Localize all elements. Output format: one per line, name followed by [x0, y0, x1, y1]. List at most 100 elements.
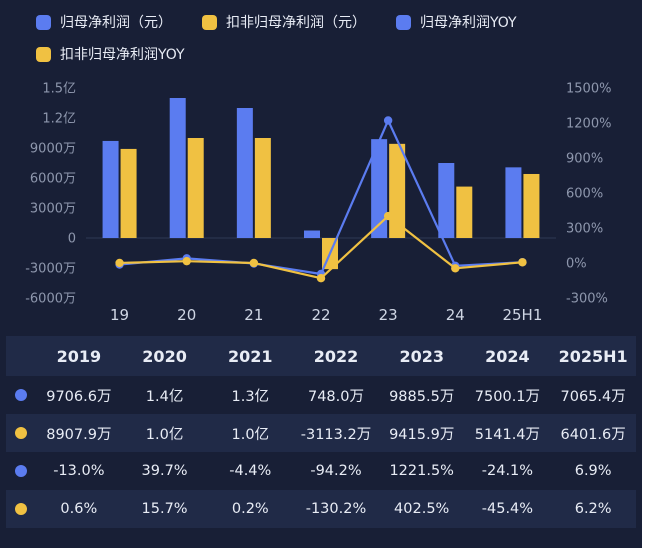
legend-label: 扣非归母净利润YOY [60, 47, 185, 63]
legend-marker-yellow-square [36, 46, 51, 62]
legend-label: 归母净利润（元） [60, 15, 172, 31]
chart-legend: 归母净利润（元） 扣非归母净利润（元） 归母净利润YOY 扣非归母净利润YOY [0, 0, 642, 78]
bar-归母净利润-22 [304, 230, 320, 238]
table-cell: 39.7% [141, 463, 188, 479]
line-point-扣非归母净利润YOY-22 [316, 273, 326, 283]
blue-series-dot-icon [15, 465, 27, 477]
left-axis-tick: -6000万 [25, 292, 76, 307]
table-cell: 5141.4万 [474, 426, 541, 443]
left-axis-tick: 9000万 [30, 142, 76, 157]
bar-扣非归母净利润-23 [389, 143, 406, 238]
left-axis-tick: 6000万 [30, 172, 76, 187]
row-series-dot-cell [6, 465, 36, 477]
table-cell: -45.4% [481, 501, 534, 517]
bar-归母净利润-25H1 [505, 167, 522, 238]
left-axis-tick: -3000万 [25, 262, 76, 277]
line-point-扣非归母净利润YOY-25H1 [518, 258, 527, 267]
legend-item-deducted-net-profit[interactable]: 扣非归母净利润（元） [202, 12, 366, 32]
table-row-归母净利润YOY[interactable]: -13.0% 39.7% -4.4% -94.2% 1221.5% -24.1% 6.9% [6, 452, 636, 490]
line-point-扣非归母净利润YOY-21 [249, 258, 259, 268]
table-cell: -130.2% [305, 501, 367, 517]
table-header-cell: 2020 [142, 346, 187, 366]
bar-归母净利润-23 [371, 139, 388, 238]
table-cell: 1221.5% [389, 463, 454, 479]
table-row-扣非归母净利润YOY[interactable]: 0.6% 15.7% 0.2% -130.2% 402.5% -45.4% 6.2% [6, 490, 636, 528]
table-header-cell: 2022 [313, 346, 359, 366]
x-axis-label: 22 [311, 306, 330, 324]
table-header-cell: 2025H1 [558, 346, 628, 366]
table-cell: 402.5% [394, 501, 450, 517]
right-axis-tick: 300% [566, 222, 603, 237]
x-axis-label: 24 [446, 306, 465, 324]
x-axis-label: 19 [110, 306, 129, 324]
right-axis-tick: 1200% [566, 117, 611, 132]
chart-canvas: 1.5亿 1.2亿 9000万 6000万 3000万 0 -3000万 -6000万 1500… [25, 82, 611, 325]
left-axis-tick: 1.5亿 [42, 82, 76, 97]
table-cell: 6.9% [574, 463, 612, 479]
row-series-dot-cell [6, 389, 36, 401]
line-point-扣非归母净利润YOY-23 [383, 211, 393, 221]
bar-扣非归母净利润-25H1 [523, 173, 540, 238]
bar-归母净利润-20 [169, 98, 186, 238]
bar-归母净利润-19 [102, 140, 119, 238]
table-cell: 9885.5万 [389, 388, 455, 405]
table-header-cell: 2023 [399, 346, 444, 366]
x-axis-label: 21 [244, 306, 263, 324]
line-point-扣非归母净利润YOY-20 [182, 256, 191, 266]
left-axis-tick: 1.2亿 [42, 112, 76, 127]
table-cell: -3113.2万 [300, 426, 372, 443]
right-axis-tick: 1500% [566, 82, 611, 97]
line-point-归母净利润YOY-23 [383, 116, 393, 125]
table-header-cell: 2021 [228, 346, 273, 366]
right-axis-tick: 900% [566, 152, 603, 167]
table-header-cell: 2024 [485, 346, 530, 366]
x-axis-label: 20 [177, 306, 196, 324]
blue-series-dot-icon [15, 389, 27, 401]
legend-marker-blue-square [36, 14, 51, 30]
legend-item-deducted-net-profit-yoy[interactable]: 扣非归母净利润YOY [36, 44, 185, 64]
right-axis-tick: 600% [566, 187, 603, 202]
table-cell: -94.2% [310, 463, 362, 479]
table-cell: 0.2% [231, 501, 269, 517]
table-cell: -24.1% [481, 463, 534, 479]
table-cell: 1.0亿 [145, 426, 184, 443]
table-cell: 1.3亿 [231, 388, 270, 405]
bar-归母净利润-24 [438, 162, 455, 238]
table-cell: -4.4% [229, 463, 272, 479]
table-cell: 7065.4万 [560, 388, 626, 405]
table-cell: 9415.9万 [389, 426, 455, 443]
financial-data-table: 2019 2020 2021 2022 2023 2024 2025H1 9706.6万 1.4… [6, 336, 636, 528]
legend-item-net-profit[interactable]: 归母净利润（元） [36, 12, 172, 32]
line-point-扣非归母净利润YOY-24 [451, 264, 460, 273]
legend-marker-yellow-square [202, 14, 217, 30]
table-cell: 1.0亿 [231, 426, 270, 443]
legend-marker-blue-square [396, 14, 411, 30]
left-axis-tick: 0 [68, 232, 76, 247]
table-cell: 15.7% [141, 501, 188, 517]
row-series-dot-cell [6, 427, 36, 439]
legend-label: 归母净利润YOY [420, 15, 517, 31]
table-row-扣非归母净利润[interactable]: 8907.9万 1.0亿 1.0亿 -3113.2万 9415.9万 5141.4万 640… [6, 414, 636, 452]
right-axis-tick: -300% [566, 292, 608, 307]
table-cell: 1.4亿 [145, 388, 184, 405]
bar-扣非归母净利润-24 [456, 186, 473, 238]
left-axis-tick: 3000万 [30, 202, 76, 217]
legend-label: 扣非归母净利润（元） [226, 15, 366, 31]
row-series-dot-cell [6, 503, 36, 515]
table-cell: 0.6% [60, 501, 98, 517]
combo-chart: 1.5亿 1.2亿 9000万 6000万 3000万 0 -3000万 -6000万 1500… [0, 80, 642, 330]
yellow-series-dot-icon [15, 427, 27, 439]
legend-item-net-profit-yoy[interactable]: 归母净利润YOY [396, 12, 517, 32]
bar-扣非归母净利润-21 [254, 138, 271, 238]
table-cell: 6.2% [574, 501, 612, 517]
table-cell: 9706.6万 [46, 388, 112, 405]
table-cell: 7500.1万 [474, 388, 541, 405]
yellow-series-dot-icon [15, 503, 27, 515]
table-cell: 6401.6万 [560, 426, 626, 443]
bar-扣非归母净利润-20 [187, 138, 204, 238]
table-row-归母净利润[interactable]: 9706.6万 1.4亿 1.3亿 748.0万 9885.5万 7500.1万 7065.… [6, 376, 636, 414]
table-cell: 8907.9万 [46, 426, 112, 443]
x-axis-label: 23 [379, 306, 398, 324]
right-axis-tick: 0% [566, 257, 587, 272]
